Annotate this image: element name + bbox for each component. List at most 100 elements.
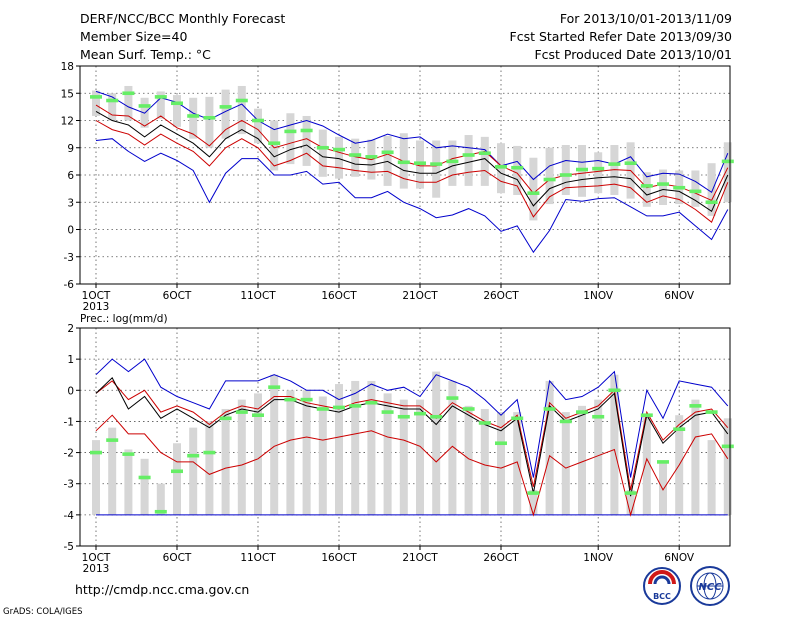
prec-marker [268,385,281,389]
temp-marker [527,191,540,195]
prec-marker [235,410,248,414]
header-produced-date: Fcst Produced Date 2013/10/01 [534,47,732,62]
prec-marker [414,411,426,416]
prec-marker [106,438,119,442]
prec-box [367,380,376,515]
prec-marker [495,441,507,446]
temp-marker [219,105,232,109]
prec-marker [527,491,540,495]
temp-box [351,138,360,177]
prec-marker [462,407,475,411]
temp-marker [446,159,459,164]
prec-inner-upper-line [95,380,729,491]
temp-marker [284,129,297,134]
prec-marker [252,413,264,417]
prec-box [578,405,586,515]
temp-marker [705,200,718,205]
prec-marker [138,475,151,480]
temp-marker [203,115,216,120]
ncc-logo: NCC [690,566,730,606]
temp-box [480,136,489,186]
temp-box [286,113,295,165]
prec-marker [316,407,329,411]
prec-marker [705,410,718,414]
prec-marker [721,444,734,449]
temp-box [254,108,262,144]
prec-inner-lower-line [95,414,729,517]
prec-marker [559,419,572,424]
temp-box [108,93,117,121]
temp-marker [478,151,491,155]
temp-ytick-label: -3 [64,252,74,264]
prec-box [659,461,667,515]
temp-marker [511,165,524,170]
temp-marker [592,166,605,171]
temp-box [270,120,279,171]
temp-box [707,163,716,216]
prec-box [383,393,392,515]
prec-xtick-label: 16OCT [321,552,357,564]
temp-xtick-label: 1NOV [583,290,614,302]
prec-box [221,408,230,515]
prec-marker [640,413,653,417]
temp-ytick-label: 3 [67,197,74,209]
bcc-logo-text: BCC [653,592,671,601]
temp-inner-lower-line [95,120,729,224]
temp-ytick-label: 9 [67,143,74,155]
prec-box [561,412,570,515]
temp-box [124,85,133,121]
prec-ytick-label: -5 [64,541,74,553]
temp-box [691,170,700,207]
prec-marker [592,414,605,419]
prec-marker [657,460,669,464]
prec-marker [365,400,378,405]
prec-ytick-label: 0 [67,385,74,397]
temp-marker [689,189,702,194]
prec-marker [154,509,167,514]
temp-box [189,97,198,139]
prec-box [173,443,181,515]
prec-xtick-label: 21OCT [402,552,438,564]
header-title: DERF/NCC/BCC Monthly Forecast [80,11,285,26]
temp-box [448,140,457,186]
prec-box [286,390,295,515]
temp-box [173,95,181,127]
temp-year-label: 2013 [83,301,110,313]
prec-box [189,427,198,515]
prec-xtick-label: 1NOV [583,552,614,564]
temp-xtick-label: 1OCT [82,290,111,302]
prec-box [464,405,473,515]
temp-marker [122,91,135,96]
prec-marker [430,414,443,419]
temp-marker [559,173,572,177]
header-period: For 2013/10/01-2013/11/09 [560,11,732,26]
prec-box [723,418,732,515]
prec-box [270,374,279,515]
temp-box [659,169,667,205]
temp-marker [657,182,669,186]
temp-box [464,135,473,186]
prec-marker [689,404,702,408]
temp-marker [462,153,475,157]
prec-box [626,489,635,515]
prec-ytick-label: 2 [67,323,74,335]
prec-box [302,390,311,515]
temp-marker [414,161,426,165]
temp-xtick-label: 16OCT [321,290,357,302]
temp-marker [543,177,556,182]
ncc-logo-text: NCC [698,582,722,593]
temp-box [642,172,651,207]
prec-ytick-label: -4 [64,510,75,522]
prec-box [497,412,505,515]
prec-box [335,384,343,515]
prec-box [448,380,457,515]
prec-box [124,449,133,515]
prec-marker [300,397,313,402]
prec-marker [608,388,621,393]
temp-xtick-label: 21OCT [402,290,438,302]
precipitation-title: Prec.: log(mm/d) [80,313,168,325]
temp-marker [608,162,621,166]
prec-marker [624,491,637,495]
